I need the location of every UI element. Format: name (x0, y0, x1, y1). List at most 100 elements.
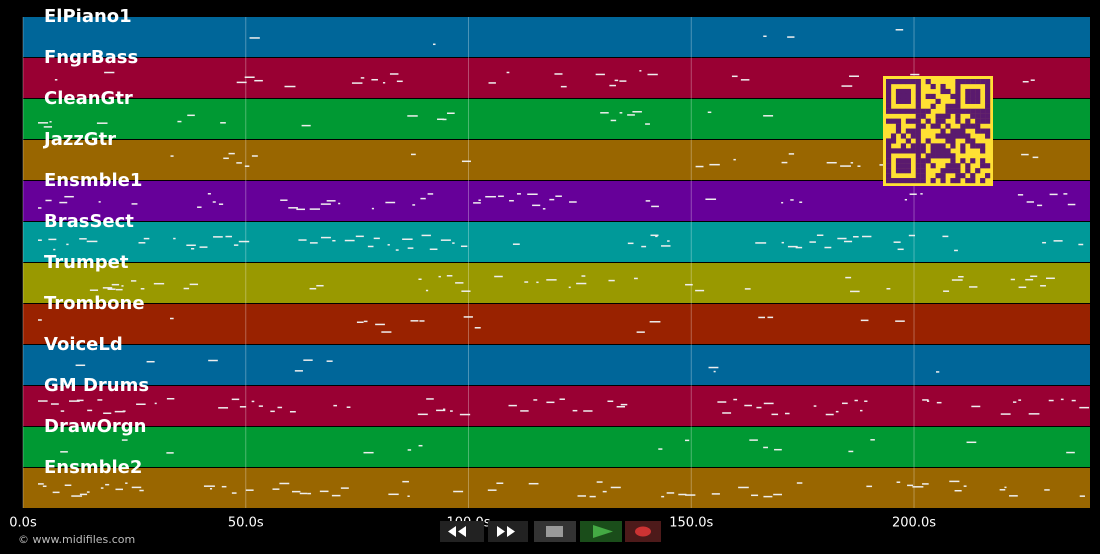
transport (440, 521, 661, 542)
qr-cell (940, 173, 946, 179)
note (1044, 489, 1050, 491)
qr-cell (945, 113, 951, 119)
note (826, 161, 837, 164)
note (763, 402, 774, 405)
qr-cell (890, 79, 897, 85)
note (218, 203, 224, 205)
note (43, 126, 53, 128)
qr-cell (905, 108, 911, 114)
note (907, 484, 914, 487)
note (170, 155, 174, 157)
note (607, 400, 614, 403)
note (474, 327, 481, 329)
note (371, 207, 374, 210)
qr-cell (920, 123, 926, 129)
note (111, 283, 120, 286)
track-row (23, 345, 1090, 385)
qr-cell (900, 88, 907, 95)
qr-cell (886, 168, 892, 174)
qr-cell (970, 93, 976, 100)
qr-cell (900, 148, 907, 154)
qr-cell (930, 93, 936, 100)
note (121, 285, 124, 287)
note (189, 283, 199, 286)
track-name: BrasSect (44, 211, 134, 232)
note (288, 207, 298, 209)
note (711, 493, 720, 495)
qr-cell (895, 93, 902, 100)
note (771, 413, 779, 416)
note (38, 122, 49, 124)
qr-cell (905, 128, 911, 134)
note (225, 235, 232, 238)
qr-cell (940, 153, 946, 159)
note (655, 235, 658, 238)
note (218, 407, 229, 409)
qr-cell (945, 108, 951, 114)
note (610, 486, 621, 489)
qr-cell (886, 143, 892, 149)
qr-cell (985, 103, 991, 109)
qr-cell (975, 98, 981, 104)
qr-cell (910, 108, 916, 114)
qr-cell (886, 93, 892, 100)
note (239, 406, 247, 408)
qr-cell (935, 113, 941, 119)
note (280, 199, 288, 201)
note (166, 398, 175, 400)
qr-cell (905, 158, 911, 164)
note (356, 321, 364, 324)
qr-cell (905, 79, 911, 85)
qr-cell (915, 133, 921, 139)
qr-cell (985, 79, 991, 85)
qr-cell (925, 79, 931, 85)
note (651, 205, 659, 208)
qr-cell (955, 178, 961, 184)
note (1022, 80, 1029, 83)
note (433, 43, 436, 46)
note (841, 85, 853, 87)
note (488, 82, 496, 84)
note (131, 203, 138, 205)
note (417, 413, 428, 416)
note (138, 242, 146, 244)
qr-cell (945, 138, 951, 144)
qr-cell (965, 93, 971, 100)
note (258, 405, 263, 407)
track-name: VoiceLd (44, 334, 123, 355)
qr-cell (935, 143, 941, 149)
note (463, 316, 473, 318)
qr-cell (945, 163, 951, 169)
note (208, 359, 218, 362)
note (407, 449, 412, 451)
qr-cell (950, 93, 956, 100)
qr-cell (955, 133, 961, 139)
qr-cell (920, 168, 926, 174)
note (1030, 275, 1038, 278)
note (298, 239, 307, 241)
note (333, 404, 338, 407)
note (381, 331, 392, 333)
track-name: FngrBass (44, 47, 138, 68)
note (245, 489, 254, 491)
note (1018, 286, 1027, 289)
qr-cell (890, 148, 897, 154)
note (303, 359, 313, 361)
note (542, 208, 546, 210)
qr-cell (955, 173, 961, 179)
note (1046, 277, 1055, 280)
qr-cell (895, 88, 902, 95)
note (199, 246, 208, 248)
qr-cell (925, 138, 931, 144)
note (546, 401, 555, 404)
note (485, 195, 496, 198)
qr-cell (940, 88, 946, 95)
qr-cell (920, 163, 926, 169)
qr-cell (950, 133, 956, 139)
qr-cell (910, 79, 916, 85)
note (396, 80, 403, 83)
note (461, 160, 471, 163)
track-row (23, 17, 1090, 57)
qr-cell (980, 148, 986, 154)
note (213, 236, 223, 238)
